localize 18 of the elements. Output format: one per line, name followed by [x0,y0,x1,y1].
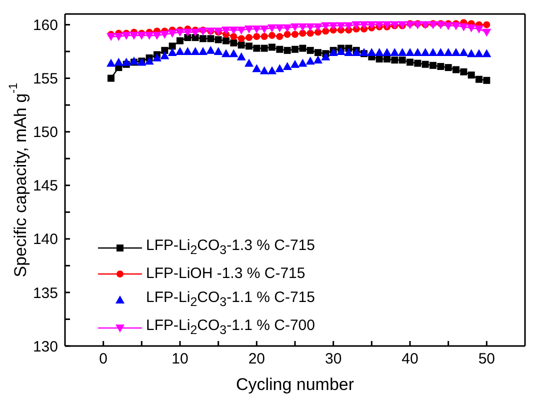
x-tick-label: 30 [324,350,342,368]
x-tick-label: 50 [478,350,496,368]
x-tick-label: 20 [248,350,266,368]
legend-label: LFP-LiOH -1.3 % C-715 [146,264,306,284]
legend-label: LFP-Li$_{2}$CO$_{3}$-1.1 % C-700 [146,316,315,339]
x-tick-label: 0 [99,350,108,368]
x-axis-title: Cycling number [236,375,354,394]
legend-label: LFP-Li$_{2}$CO$_{3}$-1.1 % C-715 [146,288,315,311]
y-tick-label: 160 [32,17,58,34]
y-tick-label: 145 [32,178,58,195]
y-tick-label: 140 [32,231,58,248]
x-tick-label: 40 [402,350,418,368]
legend-label: LFP-Li$_{2}$CO$_{3}$-1.3 % C-715 [146,236,315,259]
y-tick-label: 150 [32,124,58,142]
x-tick-label: 10 [172,350,188,368]
y-tick-label: 135 [32,284,58,302]
y-tick-label: 155 [32,70,58,88]
y-tick-label: 130 [32,338,58,356]
